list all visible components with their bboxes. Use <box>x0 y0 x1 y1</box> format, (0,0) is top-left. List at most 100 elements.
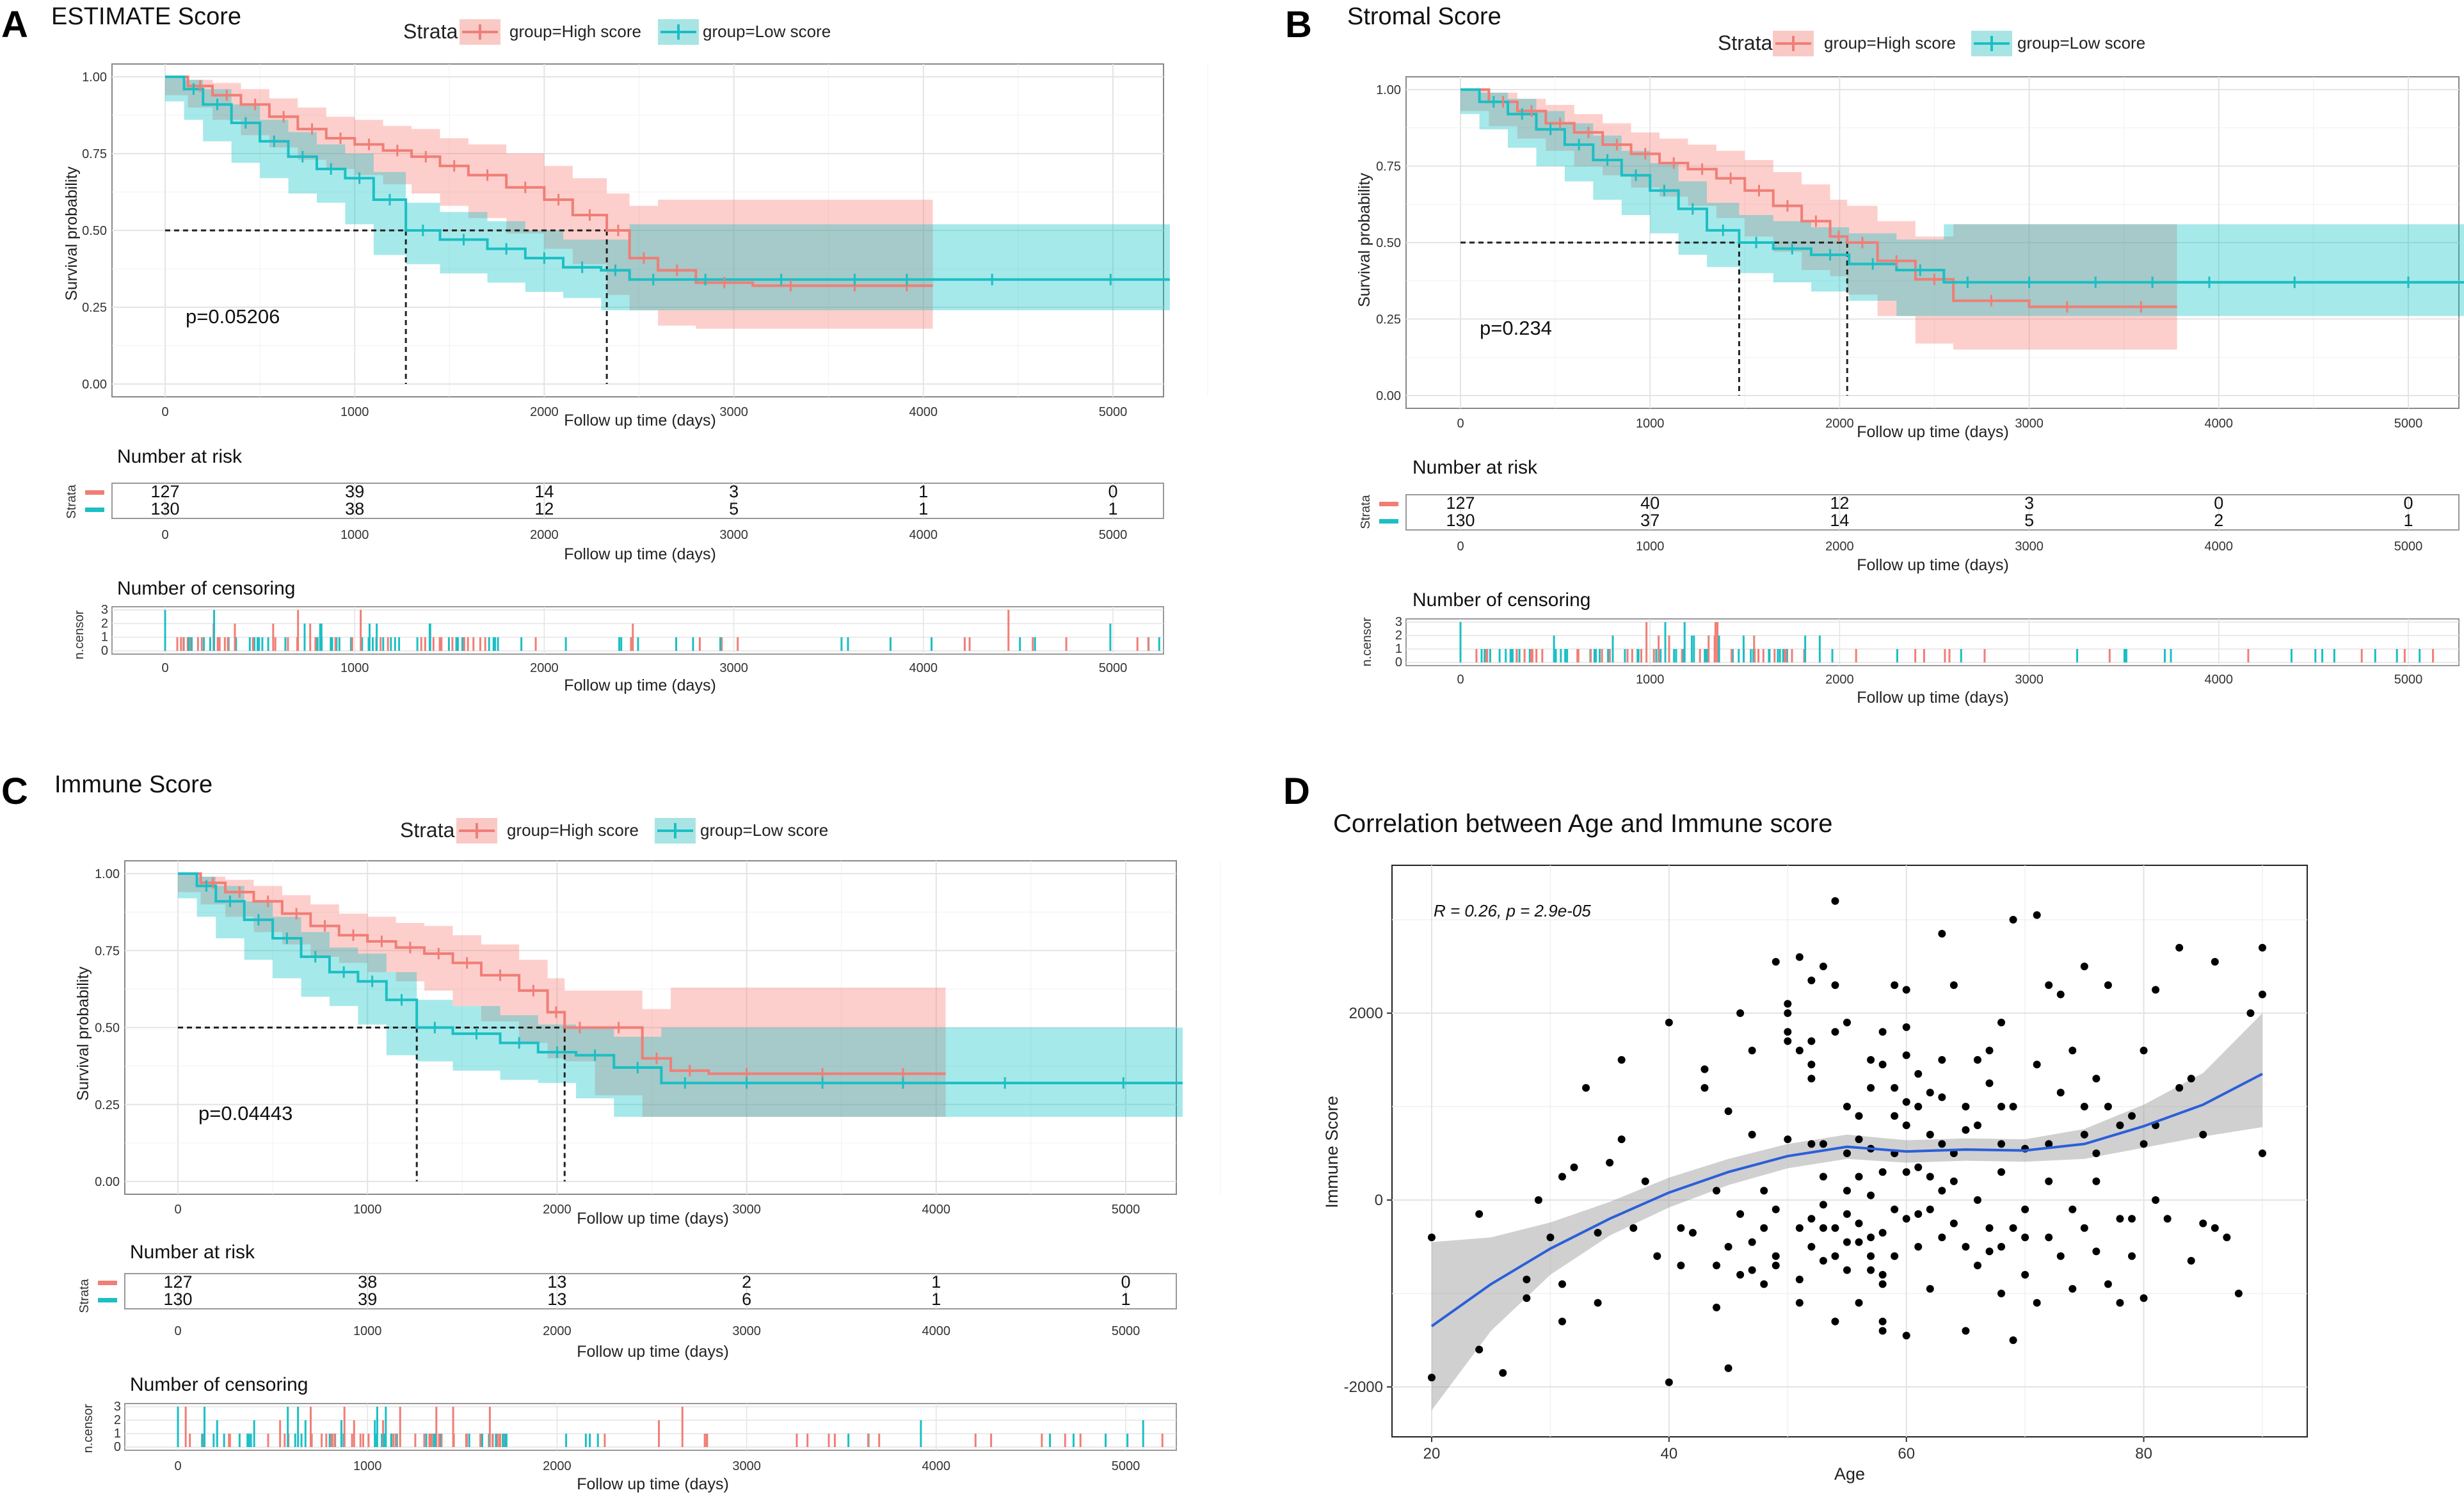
scatter-point <box>1819 1256 1827 1265</box>
scatter-point <box>1546 1233 1555 1242</box>
scatter-point <box>1867 1191 1875 1199</box>
scatter-point <box>1665 1018 1673 1027</box>
risk-x-tick-label: 2000 <box>543 1324 572 1338</box>
y-tick-label: 0.25 <box>1376 313 1401 327</box>
x-tick-label: 5000 <box>2394 417 2423 431</box>
scatter-point <box>2128 1215 2136 1223</box>
risk-value-low: 12 <box>534 499 554 518</box>
p-value: p=0.05206 <box>186 305 280 328</box>
risk-value-high: 38 <box>358 1272 377 1292</box>
scatter-point <box>1629 1224 1638 1232</box>
scatter-point <box>1558 1280 1566 1288</box>
x-tick-label: 1000 <box>1636 417 1665 431</box>
risk-value-low: 1 <box>1121 1290 1130 1309</box>
censor-x-tick-label: 4000 <box>2205 673 2234 687</box>
scatter-point <box>2080 1224 2088 1232</box>
scatter-point <box>2140 1294 2148 1302</box>
risk-x-tick-label: 2000 <box>530 528 559 542</box>
risk-x-tick-label: 0 <box>1457 540 1464 554</box>
risk-value-high: 0 <box>1108 482 1117 501</box>
censor-y-tick-label: 0 <box>101 644 108 658</box>
p-value: p=0.234 <box>1480 317 1552 339</box>
legend-title: Strata <box>400 819 455 842</box>
x-tick-label: 0 <box>174 1203 181 1217</box>
scatter-point <box>1902 1098 1910 1106</box>
y-tick-label: 0.00 <box>1376 389 1401 403</box>
scatter-point <box>1819 1201 1827 1209</box>
scatter-point <box>1807 976 1816 984</box>
scatter-point <box>1962 1126 1970 1134</box>
censor-y-tick-label: 3 <box>101 603 108 617</box>
risk-x-tick-label: 3000 <box>732 1324 761 1338</box>
scatter-point <box>1938 1093 1946 1101</box>
risk-value-low: 130 <box>1446 511 1475 530</box>
ci-band-low <box>165 77 1170 310</box>
p-value: p=0.04443 <box>198 1102 292 1125</box>
censor-y-tick-label: 0 <box>114 1440 121 1454</box>
scatter-point <box>2152 986 2160 994</box>
scatter-point <box>1843 1238 1851 1246</box>
risk-x-tick-label: 1000 <box>353 1324 382 1338</box>
risk-x-tick-label: 5000 <box>1099 528 1128 542</box>
risk-value-low: 39 <box>358 1290 377 1309</box>
scatter-point <box>1594 1229 1602 1237</box>
scatter-point <box>1938 1140 1946 1148</box>
risk-value-low: 1 <box>931 1290 941 1309</box>
scatter-point <box>1784 1000 1792 1008</box>
risk-value-low: 5 <box>2024 511 2034 530</box>
km-legend: Strata group=High score group=Low score <box>400 818 828 844</box>
scatter-point <box>2080 1130 2088 1139</box>
scatter-point <box>2234 1290 2243 1297</box>
risk-value-high: 127 <box>163 1272 192 1292</box>
scatter-point <box>1926 1205 1934 1213</box>
survival-line-high <box>178 872 946 1075</box>
survival-line-low <box>165 76 1170 281</box>
survival-line-low <box>178 872 1183 1085</box>
scatter-point <box>1949 981 1958 989</box>
scatter-point <box>1949 1219 1958 1228</box>
scatter-point <box>1784 1037 1792 1045</box>
risk-value-high: 13 <box>547 1272 566 1292</box>
scatter-point <box>1428 1373 1436 1382</box>
y-tick-label: 0.75 <box>82 147 107 161</box>
scatter-point <box>1997 1103 2006 1110</box>
scatter-point <box>1867 1056 1875 1064</box>
x-tick-label: 2000 <box>530 405 559 419</box>
scatter-point <box>1594 1299 1602 1307</box>
risk-value-high: 0 <box>2403 493 2413 513</box>
scatter-point <box>1962 1103 1970 1110</box>
scatter-point <box>2163 1215 2172 1223</box>
censor-y-tick-label: 3 <box>1395 615 1402 629</box>
censor-x-tick-label: 0 <box>174 1459 181 1473</box>
scatter-point <box>1867 1233 1875 1242</box>
risk-x-tick-label: 5000 <box>1112 1324 1140 1338</box>
scatter-point <box>2175 943 2184 952</box>
censor-x-tick-label: 1000 <box>1636 673 1665 687</box>
scatter-point <box>2211 1224 2219 1232</box>
scatter-point <box>1985 1046 1994 1055</box>
risk-table-title: Number at risk <box>130 1242 255 1263</box>
censor-x-axis-label: Follow up time (days) <box>564 676 716 694</box>
risk-value-high: 0 <box>2214 493 2223 513</box>
panel-title: Immune Score <box>54 771 212 798</box>
scatter-point <box>2092 1177 2100 1185</box>
scatter-point <box>2068 1205 2077 1213</box>
scatter-point <box>1855 1238 1863 1246</box>
scatter-point <box>1973 1056 1981 1064</box>
risk-x-tick-label: 0 <box>174 1324 181 1338</box>
scatter-point <box>2211 957 2219 966</box>
scatter-point <box>1831 1317 1839 1325</box>
risk-x-tick-label: 3000 <box>2015 540 2044 554</box>
scatter-point <box>2056 1252 2065 1260</box>
scatter-point <box>2140 1046 2148 1055</box>
x-axis-label: Age <box>1834 1464 1865 1484</box>
risk-value-low: 1 <box>1108 499 1117 518</box>
censor-frame <box>1405 618 2460 666</box>
y-tick-label: 0.50 <box>95 1021 120 1036</box>
scatter-point <box>1914 1069 1923 1078</box>
scatter-point <box>2187 1075 2195 1083</box>
panel-label: A <box>1 4 28 45</box>
y-tick-label: 1.00 <box>95 867 120 881</box>
